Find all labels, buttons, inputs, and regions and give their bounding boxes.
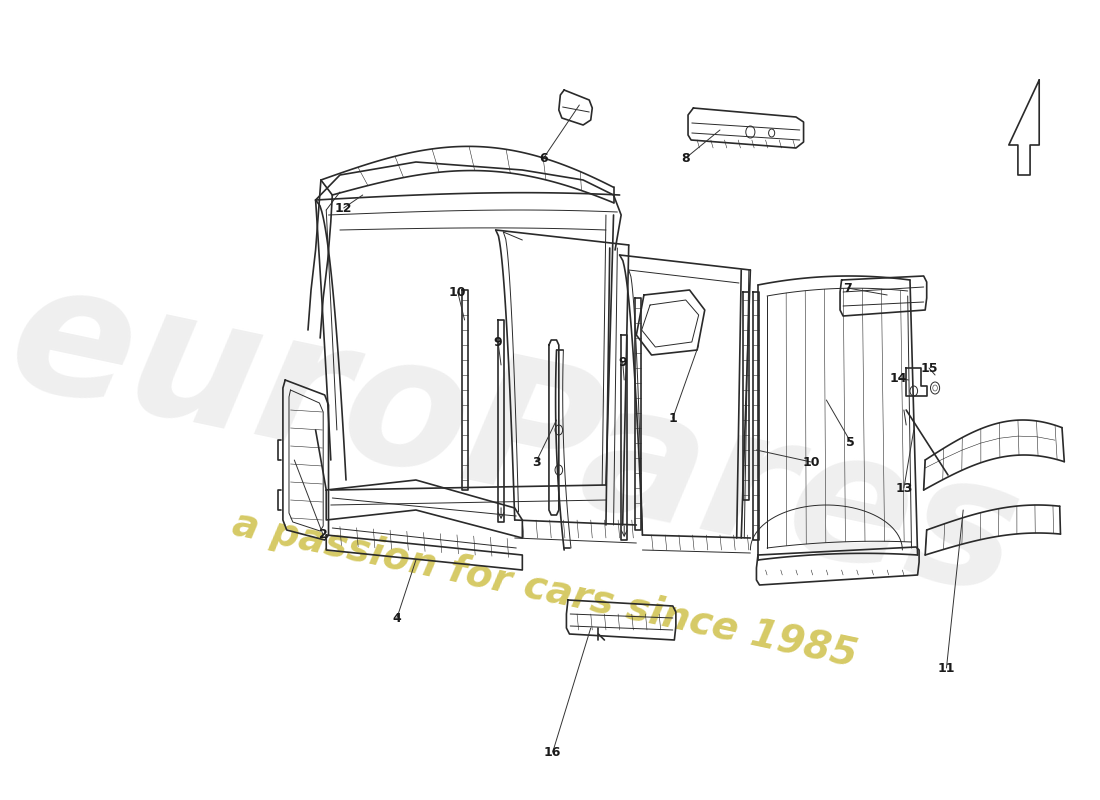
Text: 12: 12 xyxy=(336,202,352,214)
Text: 9: 9 xyxy=(494,335,503,349)
Text: 9: 9 xyxy=(618,355,627,369)
Text: 8: 8 xyxy=(681,151,690,165)
Text: euroPares: euroPares xyxy=(0,247,1034,633)
Text: 5: 5 xyxy=(846,435,855,449)
Text: 4: 4 xyxy=(393,611,402,625)
Text: 15: 15 xyxy=(921,362,937,374)
Text: 16: 16 xyxy=(544,746,561,758)
Text: a passion for cars since 1985: a passion for cars since 1985 xyxy=(229,505,861,675)
Text: 10: 10 xyxy=(449,286,466,298)
Text: 10: 10 xyxy=(802,455,820,469)
Text: 13: 13 xyxy=(895,482,913,494)
Text: 11: 11 xyxy=(937,662,955,674)
Text: 7: 7 xyxy=(844,282,852,294)
Text: 3: 3 xyxy=(531,455,540,469)
Text: 6: 6 xyxy=(539,151,548,165)
Text: 14: 14 xyxy=(890,371,908,385)
Text: 1: 1 xyxy=(669,411,678,425)
Text: 2: 2 xyxy=(319,529,328,542)
